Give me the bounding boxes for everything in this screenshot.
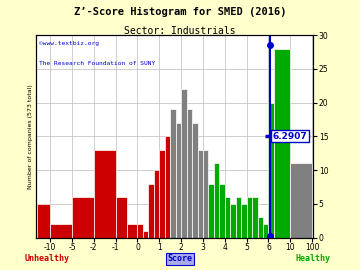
Bar (186, 109, 192, 238)
Bar (154, 170, 159, 238)
Bar (165, 136, 170, 238)
Bar (176, 123, 181, 238)
Text: ©www.textbiz.org: ©www.textbiz.org (39, 41, 99, 46)
Bar (257, 217, 263, 238)
Bar (148, 184, 154, 238)
Bar (50, 224, 72, 238)
Bar (116, 197, 127, 238)
Text: Unhealthy: Unhealthy (24, 254, 69, 263)
Bar (159, 150, 165, 238)
Bar (219, 184, 225, 238)
Bar (225, 197, 230, 238)
Bar (143, 231, 148, 238)
Text: Z’-Score Histogram for SMED (2016): Z’-Score Histogram for SMED (2016) (74, 7, 286, 17)
Bar (170, 109, 176, 238)
Bar (290, 163, 312, 238)
Bar (198, 150, 203, 238)
Bar (208, 184, 214, 238)
Text: Healthy: Healthy (296, 254, 331, 263)
Bar (263, 224, 269, 238)
Bar (269, 103, 274, 238)
Text: Score: Score (167, 254, 193, 263)
Bar (214, 163, 219, 238)
Bar (203, 150, 208, 238)
Bar (72, 197, 94, 238)
Bar (230, 204, 236, 238)
Bar (138, 224, 143, 238)
Bar (274, 49, 290, 238)
Bar (192, 123, 198, 238)
Bar (247, 197, 252, 238)
Bar (181, 89, 186, 238)
Text: The Research Foundation of SUNY: The Research Foundation of SUNY (39, 61, 155, 66)
Bar (241, 204, 247, 238)
Bar (236, 197, 241, 238)
Y-axis label: Number of companies (573 total): Number of companies (573 total) (28, 84, 33, 189)
Bar (127, 224, 138, 238)
Bar (94, 150, 116, 238)
Bar (252, 197, 257, 238)
Bar (37, 204, 50, 238)
Text: 6.2907: 6.2907 (273, 132, 307, 141)
Text: Sector: Industrials: Sector: Industrials (124, 26, 236, 36)
